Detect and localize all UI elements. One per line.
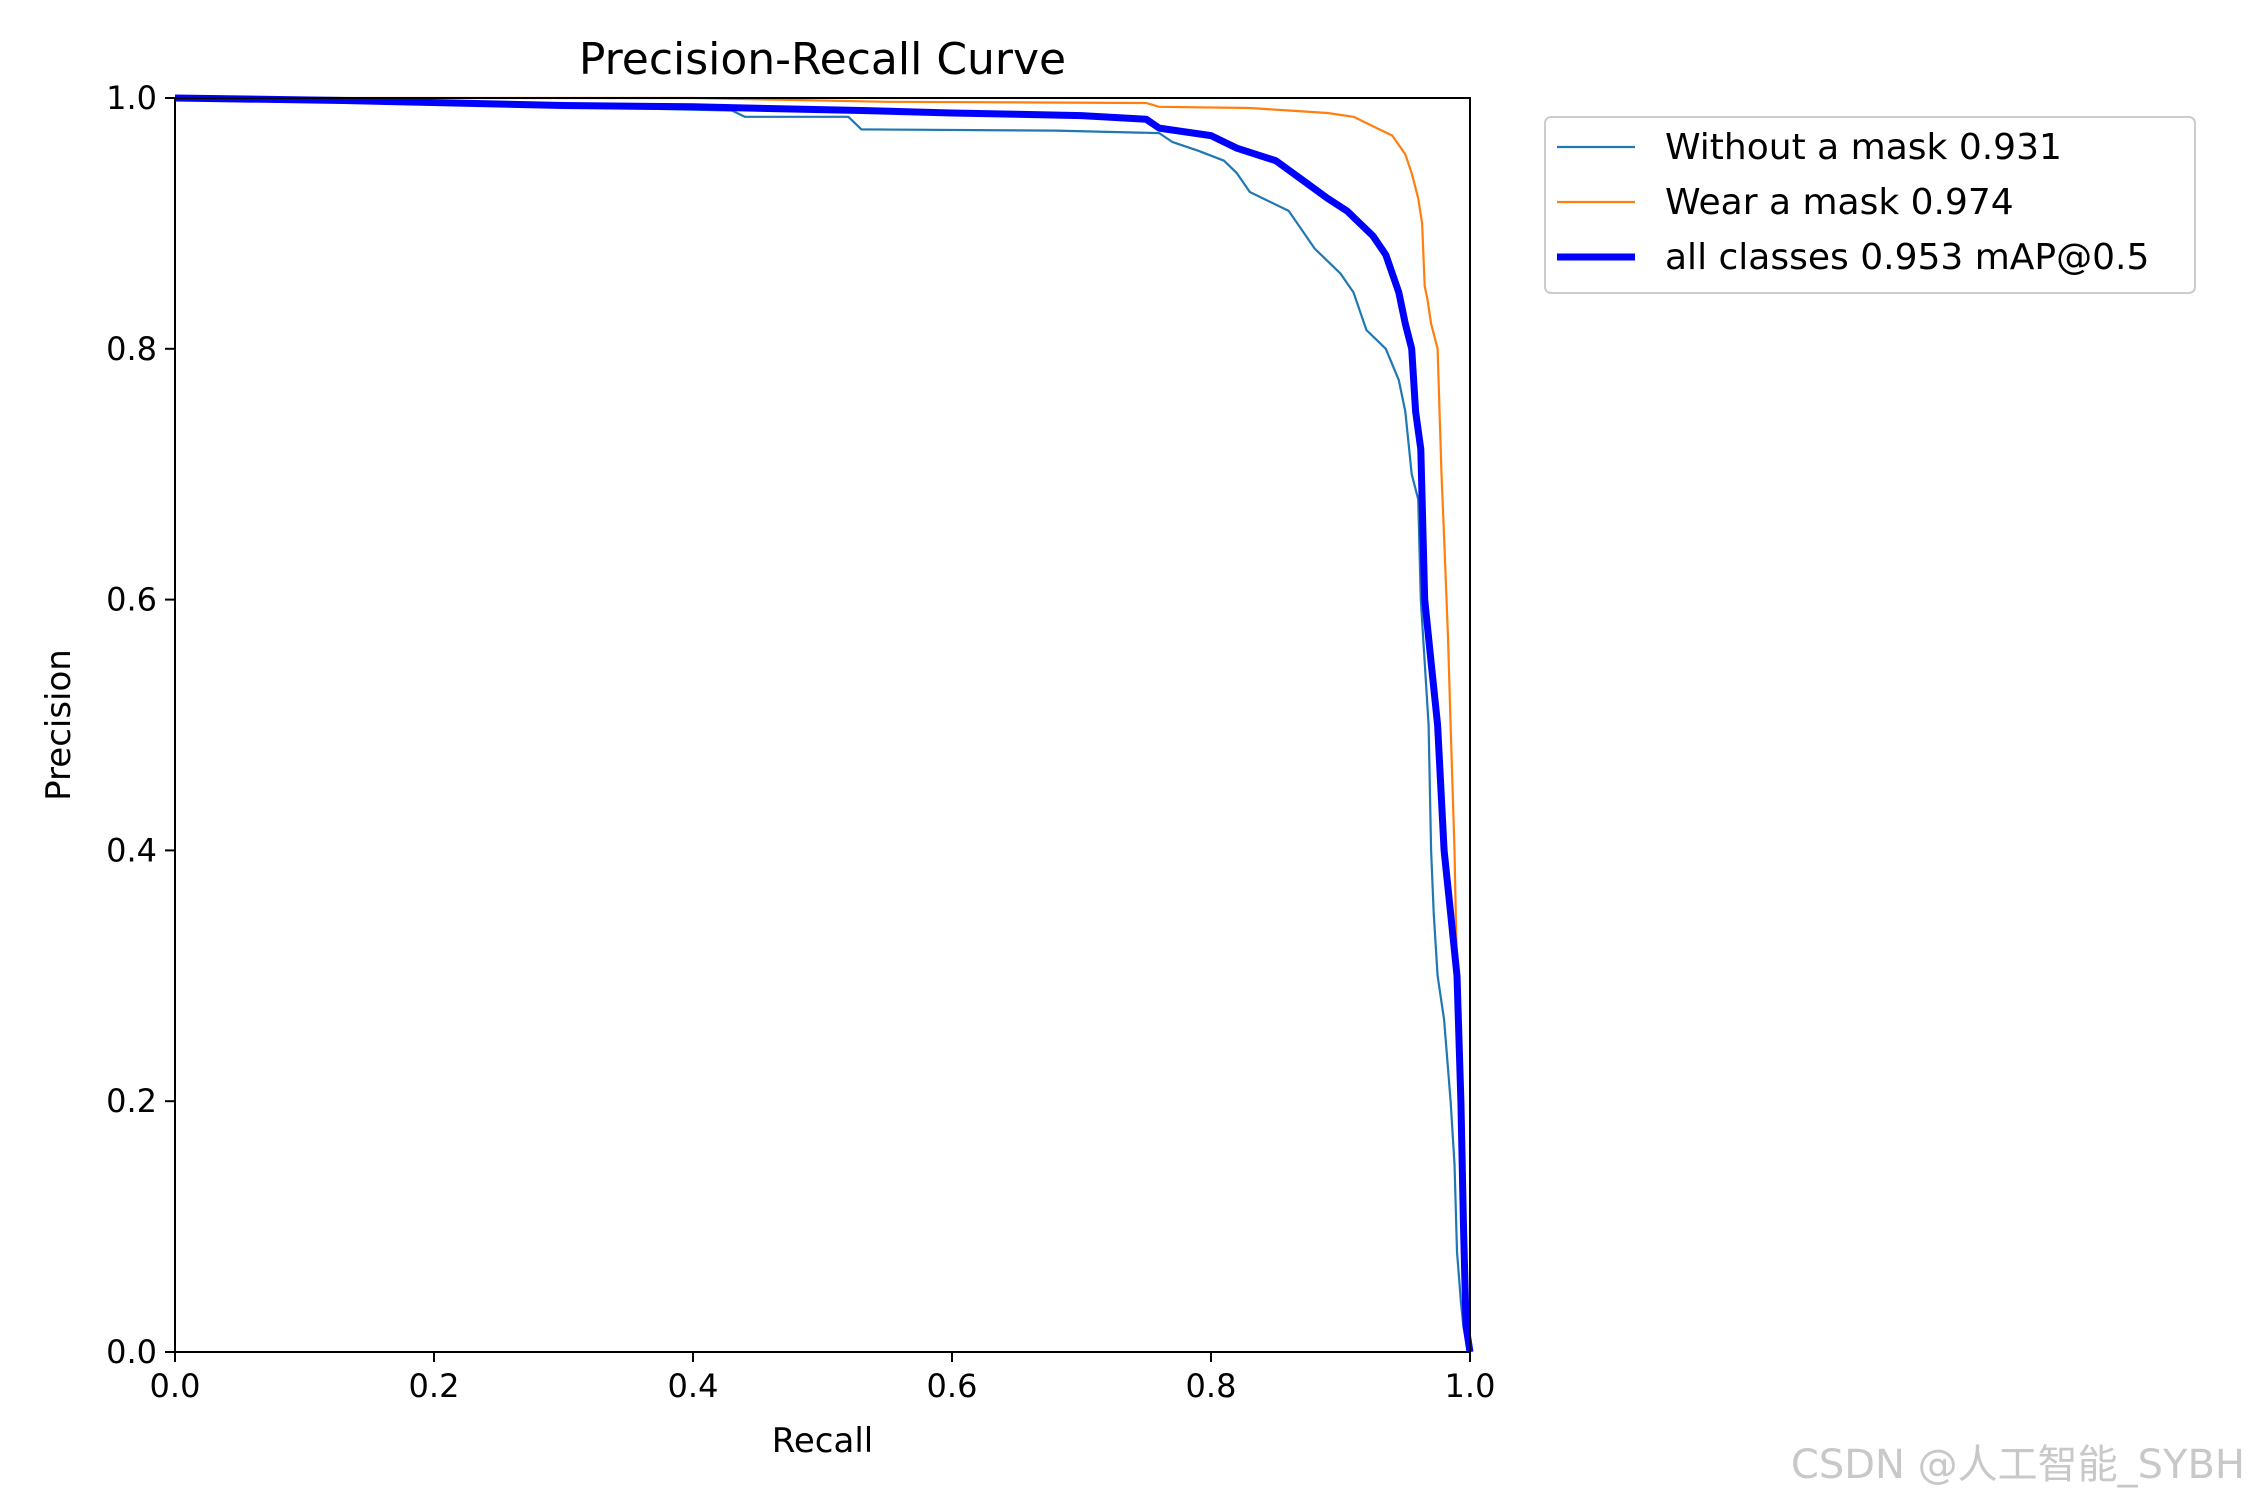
legend-label-2: Wear a mask 0.974 bbox=[1665, 182, 2014, 223]
x-tick-label: 0.2 bbox=[409, 1367, 460, 1405]
x-tick-label: 0.6 bbox=[927, 1367, 978, 1405]
y-tick-label: 0.6 bbox=[106, 581, 157, 619]
legend-label-1: Without a mask 0.931 bbox=[1665, 127, 2062, 168]
y-tick-label: 0.0 bbox=[106, 1333, 157, 1371]
y-tick-label: 1.0 bbox=[106, 79, 157, 117]
x-axis-label: Recall bbox=[772, 1421, 873, 1461]
chart-title: Precision-Recall Curve bbox=[579, 34, 1066, 85]
watermark-text: CSDN @人工智能_SYBH bbox=[1791, 1442, 2245, 1488]
x-tick-label: 0.4 bbox=[668, 1367, 719, 1405]
plot-frame bbox=[174, 97, 1471, 1353]
y-axis-label: Precision bbox=[39, 649, 79, 801]
y-axis: 0.0 0.2 0.4 0.6 0.8 1.0 bbox=[106, 79, 175, 1371]
legend-box bbox=[1544, 116, 2196, 294]
x-tick-label: 0.0 bbox=[150, 1367, 201, 1405]
x-tick-label: 0.8 bbox=[1186, 1367, 1237, 1405]
x-axis: 0.0 0.2 0.4 0.6 0.8 1.0 bbox=[150, 1352, 1496, 1405]
series-line-1 bbox=[175, 96, 1472, 1353]
y-tick-label: 0.8 bbox=[106, 330, 157, 368]
x-tick-label: 1.0 bbox=[1445, 1367, 1496, 1405]
legend: Without a mask 0.931 Wear a mask 0.974 all… bbox=[1544, 116, 2196, 294]
series-layer bbox=[174, 94, 1474, 1353]
legend-label-3: all classes 0.953 mAP@0.5 bbox=[1665, 237, 2149, 278]
series-line-2 bbox=[175, 96, 1472, 1353]
series-line-3 bbox=[174, 94, 1474, 1353]
y-tick-label: 0.2 bbox=[106, 1082, 157, 1120]
y-tick-label: 0.4 bbox=[106, 831, 157, 869]
